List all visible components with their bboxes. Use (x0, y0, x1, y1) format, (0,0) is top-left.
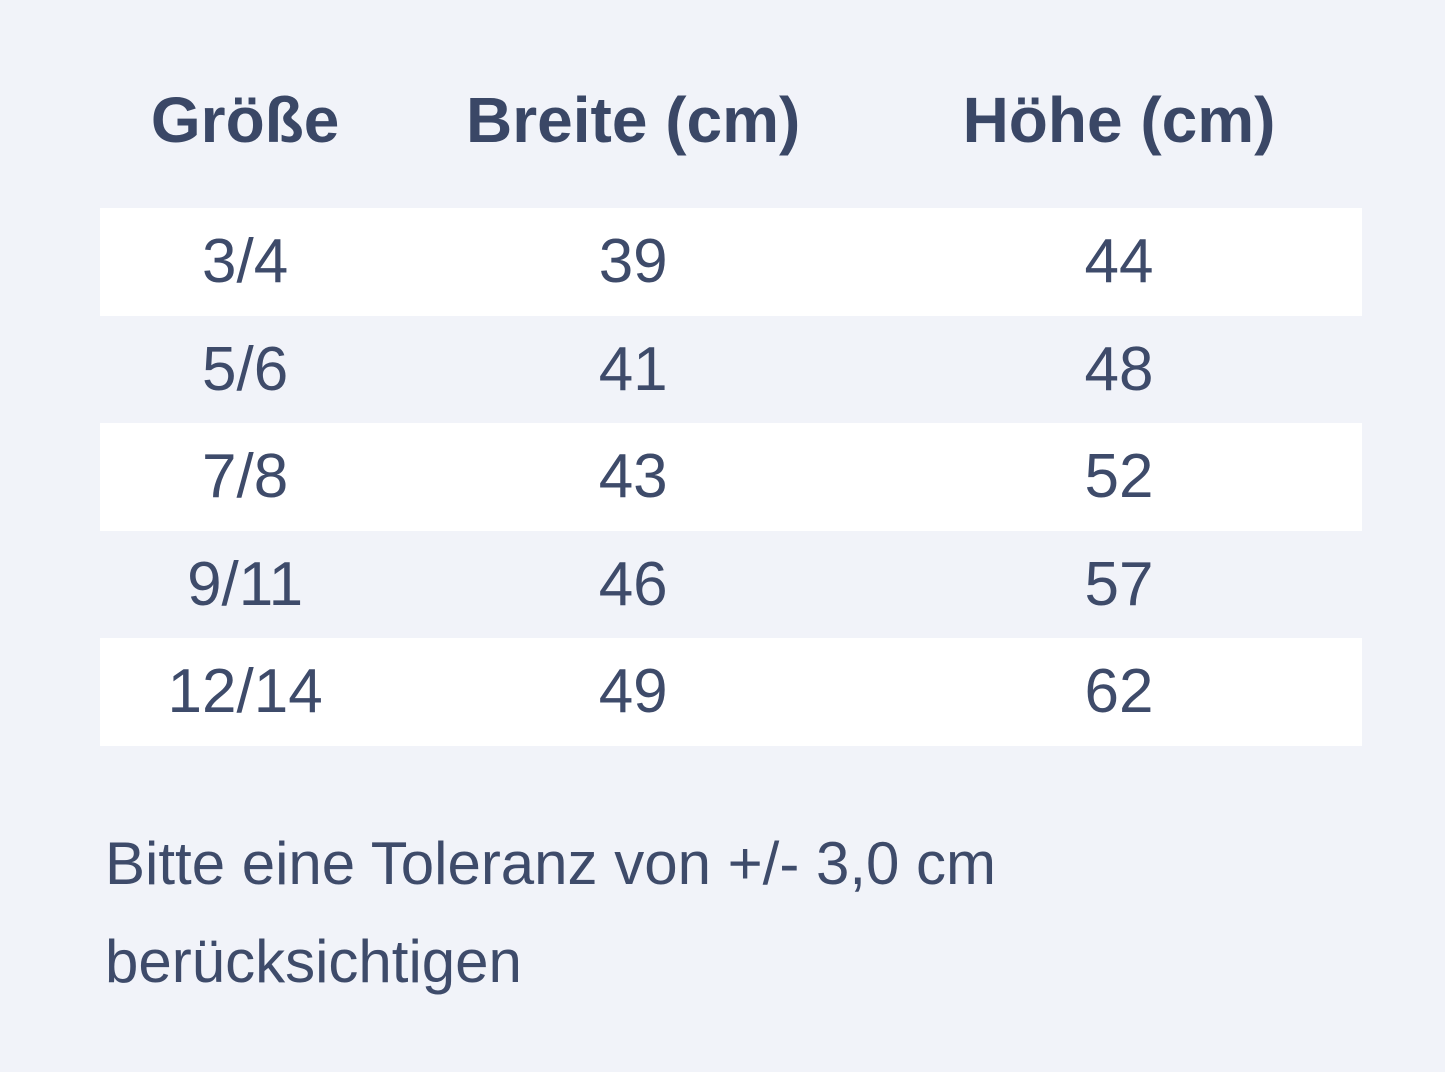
cell-hoehe: 44 (1084, 227, 1154, 297)
cell-breite: 41 (598, 334, 668, 404)
column-header-groesse: Größe (150, 84, 340, 156)
cell-hoehe: 57 (1084, 549, 1154, 619)
size-table: Größe Breite (cm) Höhe (cm) 3/4 39 44 5/… (100, 0, 1362, 746)
table-row: 5/6 41 48 (100, 316, 1362, 424)
cell-hoehe: 52 (1084, 442, 1154, 512)
cell-breite: 43 (598, 442, 668, 512)
cell-groesse: 5/6 (202, 334, 289, 404)
column-header-breite: Breite (cm) (466, 84, 801, 156)
cell-hoehe: 48 (1084, 334, 1154, 404)
table-row: 9/11 46 57 (100, 531, 1362, 639)
cell-groesse: 3/4 (202, 227, 289, 297)
table-row: 3/4 39 44 (100, 208, 1362, 316)
column-header-hoehe: Höhe (cm) (962, 84, 1276, 156)
cell-groesse: 12/14 (167, 657, 323, 727)
cell-hoehe: 62 (1084, 657, 1154, 727)
table-row: 7/8 43 52 (100, 423, 1362, 531)
cell-breite: 46 (598, 549, 668, 619)
table-row: 12/14 49 62 (100, 638, 1362, 746)
cell-breite: 49 (598, 657, 668, 727)
table-header-row: Größe Breite (cm) Höhe (cm) (100, 0, 1362, 208)
cell-groesse: 7/8 (202, 442, 289, 512)
tolerance-note: Bitte eine Toleranz von +/- 3,0 cm berüc… (105, 830, 997, 995)
cell-breite: 39 (598, 227, 668, 297)
cell-groesse: 9/11 (187, 549, 304, 619)
